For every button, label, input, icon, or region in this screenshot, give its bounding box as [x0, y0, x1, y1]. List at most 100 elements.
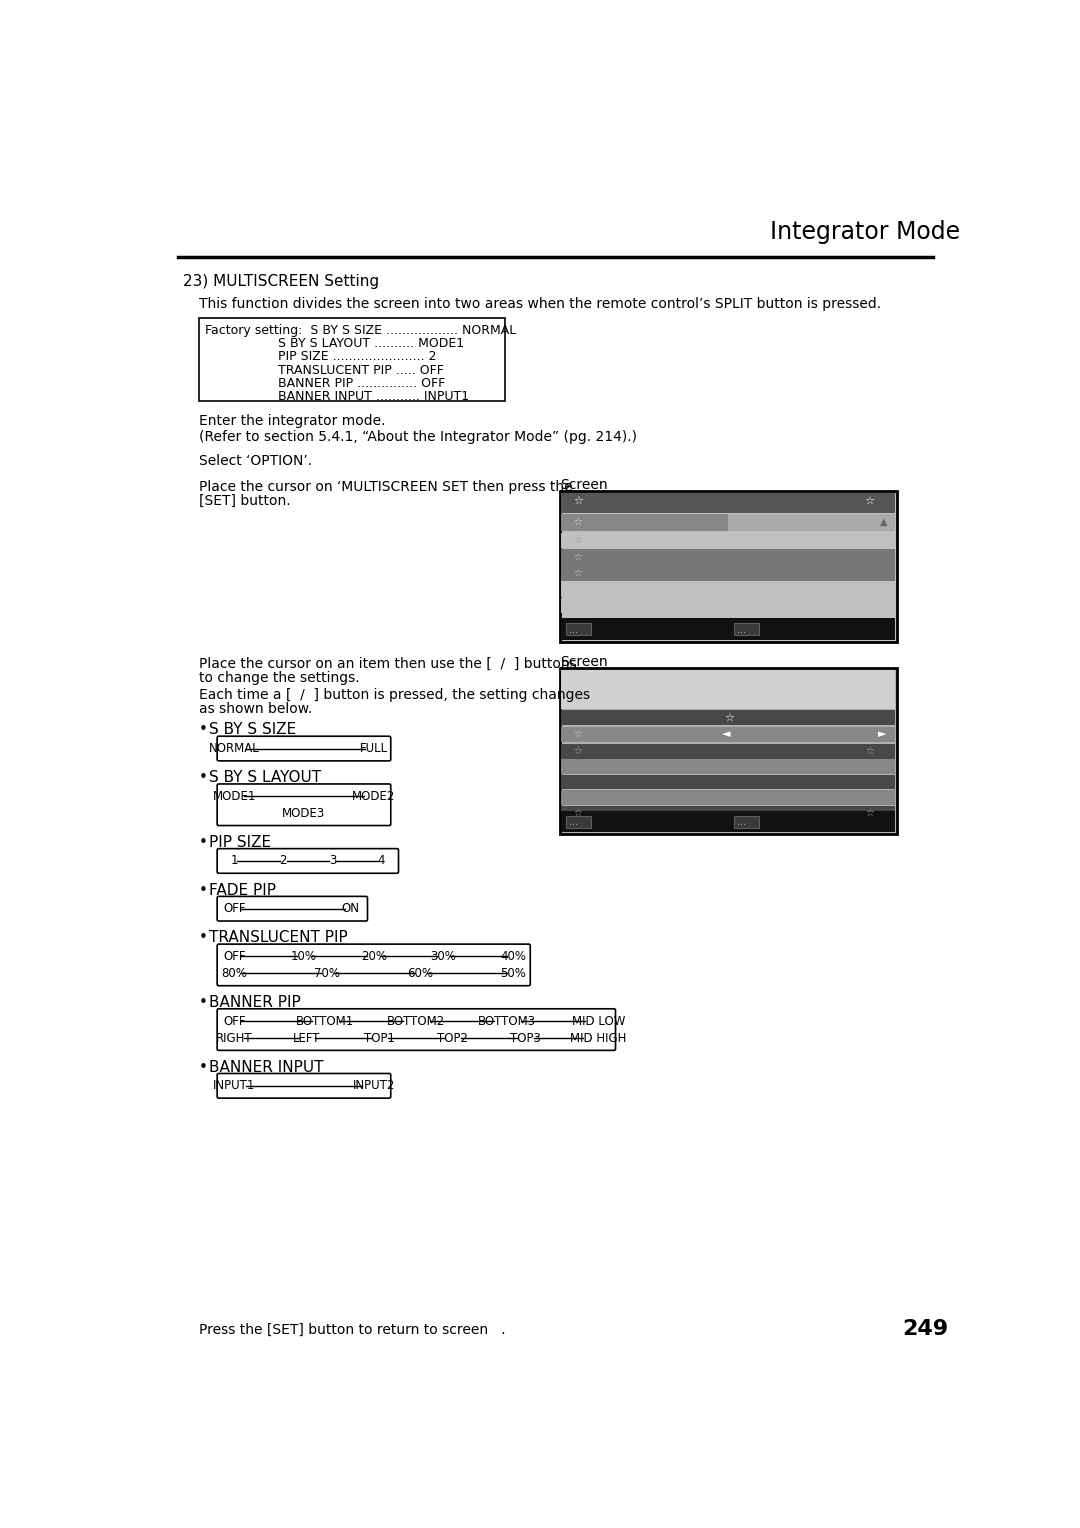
Text: TRANSLUCENT PIP: TRANSLUCENT PIP [208, 931, 348, 946]
Text: 249: 249 [902, 1319, 948, 1339]
Text: •: • [199, 931, 207, 946]
Text: TOP1: TOP1 [364, 1031, 395, 1045]
Text: ☆: ☆ [573, 567, 582, 578]
Text: TRANSLUCENT PIP ..... OFF: TRANSLUCENT PIP ..... OFF [279, 364, 444, 376]
Text: ☆: ☆ [573, 746, 582, 756]
FancyBboxPatch shape [217, 848, 399, 874]
Bar [562, 811, 895, 833]
Text: •: • [199, 834, 207, 850]
Text: ►: ► [878, 729, 887, 740]
Text: •: • [199, 995, 207, 1010]
Text: ...: ... [569, 817, 578, 827]
Text: ...: ... [738, 817, 746, 827]
Bar [562, 759, 895, 775]
FancyBboxPatch shape [217, 1008, 616, 1050]
Text: (Refer to section 5.4.1, “About the Integrator Mode” (pg. 214).): (Refer to section 5.4.1, “About the Inte… [199, 429, 636, 443]
Text: •: • [199, 770, 207, 785]
Text: 20%: 20% [361, 950, 387, 963]
Text: MID LOW: MID LOW [571, 1015, 625, 1028]
Text: •: • [199, 1059, 207, 1074]
Text: ☆: ☆ [866, 746, 875, 756]
Bar [562, 565, 895, 581]
Bar [728, 515, 894, 532]
Bar [734, 623, 759, 636]
Text: BOTTOM2: BOTTOM2 [388, 1015, 445, 1028]
Text: ☆: ☆ [573, 497, 583, 506]
Text: S BY S SIZE: S BY S SIZE [208, 723, 296, 738]
Text: RIGHT: RIGHT [216, 1031, 253, 1045]
Text: Press the [SET] button to return to screen   .: Press the [SET] button to return to scre… [199, 1323, 505, 1337]
Text: Factory setting:  S BY S SIZE .................. NORMAL: Factory setting: S BY S SIZE ...........… [205, 324, 516, 338]
Text: BANNER PIP: BANNER PIP [208, 995, 300, 1010]
FancyBboxPatch shape [217, 736, 391, 761]
Text: MODE3: MODE3 [282, 807, 325, 819]
Text: 70%: 70% [314, 967, 340, 979]
Text: Screen: Screen [559, 656, 607, 669]
Text: 3: 3 [328, 854, 336, 868]
Text: BANNER INPUT ........... INPUT1: BANNER INPUT ........... INPUT1 [279, 390, 470, 403]
Bar [562, 582, 895, 597]
Bar [562, 494, 895, 513]
Bar [562, 619, 895, 640]
Text: [SET] button.: [SET] button. [199, 494, 291, 507]
Text: 2: 2 [280, 854, 287, 868]
Text: This function divides the screen into two areas when the remote control’s SPLIT : This function divides the screen into tw… [199, 298, 880, 312]
Text: TOP2: TOP2 [437, 1031, 469, 1045]
Text: 10%: 10% [291, 950, 316, 963]
Text: PIP SIZE: PIP SIZE [208, 834, 271, 850]
Bar [562, 775, 895, 790]
Text: 23) MULTISCREEN Setting: 23) MULTISCREEN Setting [183, 274, 379, 289]
Bar [562, 533, 895, 549]
Text: ...: ... [738, 625, 746, 634]
Text: ...: ... [569, 625, 578, 634]
Text: INPUT1: INPUT1 [213, 1079, 255, 1093]
Text: Screen: Screen [559, 478, 607, 492]
Bar [562, 790, 895, 805]
Text: FULL: FULL [360, 743, 388, 755]
Text: ☆: ☆ [573, 552, 582, 561]
Bar [734, 816, 759, 828]
Text: 30%: 30% [431, 950, 457, 963]
Text: MODE2: MODE2 [352, 790, 395, 802]
Text: Place the cursor on ‘MULTISCREEN SET then press the: Place the cursor on ‘MULTISCREEN SET the… [199, 480, 572, 494]
Text: Each time a [  /  ] button is pressed, the setting changes: Each time a [ / ] button is pressed, the… [199, 688, 590, 701]
Text: LEFT: LEFT [294, 1031, 321, 1045]
Text: S BY S LAYOUT: S BY S LAYOUT [208, 770, 321, 785]
Text: FADE PIP: FADE PIP [208, 883, 275, 897]
Text: 60%: 60% [407, 967, 433, 979]
Text: OFF: OFF [222, 1015, 245, 1028]
Text: 40%: 40% [500, 950, 526, 963]
Text: ▲: ▲ [880, 516, 888, 527]
Text: to change the settings.: to change the settings. [199, 671, 360, 685]
Text: PIP SIZE ....................... 2: PIP SIZE ....................... 2 [279, 350, 437, 364]
Text: MODE1: MODE1 [213, 790, 256, 802]
Text: 50%: 50% [500, 967, 526, 979]
Text: Enter the integrator mode.: Enter the integrator mode. [199, 414, 386, 428]
Text: OFF: OFF [222, 902, 245, 915]
Text: ☆: ☆ [724, 712, 734, 723]
Bar [562, 711, 895, 726]
Bar [562, 744, 895, 758]
Bar [562, 597, 895, 613]
Text: NORMAL: NORMAL [208, 743, 259, 755]
Text: TOP3: TOP3 [510, 1031, 541, 1045]
Text: ☆: ☆ [573, 516, 582, 527]
Bar [199, 318, 504, 402]
Text: OFF: OFF [222, 950, 245, 963]
FancyBboxPatch shape [217, 784, 391, 825]
Bar [562, 805, 895, 821]
Bar [562, 549, 895, 564]
Text: as shown below.: as shown below. [199, 701, 312, 715]
Text: BOTTOM3: BOTTOM3 [478, 1015, 537, 1028]
Text: ☆: ☆ [573, 808, 582, 817]
FancyBboxPatch shape [217, 944, 530, 986]
Text: ON: ON [341, 902, 360, 915]
Text: 4: 4 [378, 854, 386, 868]
FancyBboxPatch shape [217, 897, 367, 921]
Text: ◄: ◄ [721, 729, 730, 740]
Bar [559, 492, 896, 642]
Text: ☆: ☆ [866, 808, 875, 817]
Text: 80%: 80% [221, 967, 247, 979]
Text: ☆: ☆ [573, 535, 582, 545]
Bar [559, 668, 896, 834]
